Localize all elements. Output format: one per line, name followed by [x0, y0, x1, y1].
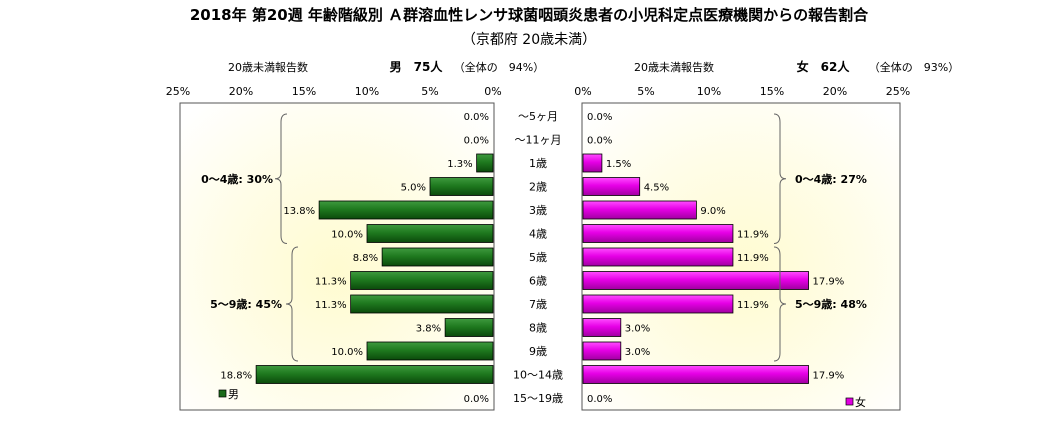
- male-value-label: 0.0%: [464, 394, 489, 405]
- left-count: 男 75人: [390, 59, 444, 74]
- female-bar: [582, 341, 622, 361]
- left-caption: 20歳未満報告数: [228, 61, 308, 74]
- category-label: 3歳: [529, 204, 547, 217]
- male-bar: [350, 271, 494, 290]
- female-group-label-0-4: 0～4歳: 27%: [795, 172, 867, 186]
- male-group-label-0-4: 0～4歳: 30%: [201, 172, 273, 186]
- female-value-label: 17.9%: [813, 371, 845, 382]
- female-bar: [582, 200, 697, 220]
- male-group-label-5-9: 5～9歳: 45%: [210, 297, 282, 311]
- female-bar: [582, 365, 809, 384]
- axis-tick-left: 5%: [421, 85, 438, 98]
- female-group-label-5-9: 5～9歳: 48%: [795, 297, 867, 311]
- chart-subtitle: （京都府 20歳未満）: [462, 32, 596, 48]
- category-label: 6歳: [529, 275, 547, 288]
- male-value-label: 5.0%: [401, 183, 426, 194]
- category-label: 8歳: [529, 322, 547, 335]
- female-value-label: 11.9%: [737, 300, 769, 311]
- category-label: 5歳: [529, 251, 547, 264]
- female-value-label: 0.0%: [587, 136, 612, 147]
- male-value-label: 11.3%: [315, 300, 347, 311]
- axis-tick-right: 20%: [823, 85, 847, 98]
- axis-tick-right: 15%: [760, 85, 784, 98]
- right-bracket-5-9: [773, 246, 787, 362]
- right-caption: 20歳未満報告数: [634, 61, 714, 74]
- axis-tick-right: 10%: [697, 85, 721, 98]
- axis-tick-left: 10%: [355, 85, 379, 98]
- male-value-label: 3.8%: [416, 324, 441, 335]
- male-bar: [366, 341, 494, 361]
- right-count: 女 62人: [797, 59, 851, 74]
- category-label: 4歳: [529, 228, 547, 241]
- male-value-label: 0.0%: [464, 112, 489, 123]
- male-bar: [255, 365, 494, 384]
- axis-tick-right: 0%: [574, 85, 591, 98]
- legend-female-swatch: [845, 397, 854, 406]
- left-share: （全体の 94%）: [454, 60, 544, 74]
- female-bar: [582, 318, 622, 337]
- female-value-label: 11.9%: [737, 230, 769, 241]
- right-bracket-0-4: [773, 113, 787, 244]
- female-value-label: 9.0%: [700, 206, 725, 217]
- category-label: ～5ヶ月: [518, 110, 558, 123]
- male-value-label: 13.8%: [283, 206, 315, 217]
- chart-title: 2018年 第20週 年齢階級別 Ａ群溶血性レンサ球菌咽頭炎患者の小児科定点医療…: [190, 6, 869, 24]
- category-label: 9歳: [529, 345, 547, 358]
- male-bar: [444, 318, 494, 337]
- axis-tick-left: 0%: [484, 85, 501, 98]
- category-label: 7歳: [529, 298, 547, 311]
- right-share: （全体の 93%）: [869, 60, 959, 74]
- axis-tick-left: 25%: [166, 85, 190, 98]
- male-bar: [366, 224, 494, 243]
- axis-tick-left: 15%: [292, 85, 316, 98]
- left-bracket-5-9: [285, 246, 299, 362]
- category-label: ～11ヶ月: [515, 134, 562, 147]
- female-bar: [582, 294, 734, 314]
- male-bar: [476, 153, 494, 173]
- female-value-label: 3.0%: [625, 347, 650, 358]
- legend-male-swatch: [218, 389, 227, 398]
- female-bar: [582, 271, 809, 290]
- category-label: 1歳: [529, 157, 547, 170]
- male-bar: [350, 294, 494, 314]
- legend-female-label: 女: [855, 395, 866, 409]
- male-value-label: 11.3%: [315, 277, 347, 288]
- female-value-label: 11.9%: [737, 253, 769, 264]
- male-value-label: 10.0%: [331, 347, 363, 358]
- category-label: 15～19歳: [513, 392, 563, 405]
- axis-tick-left: 20%: [229, 85, 253, 98]
- female-value-label: 3.0%: [625, 324, 650, 335]
- axis-tick-right: 5%: [637, 85, 654, 98]
- female-value-label: 4.5%: [644, 183, 669, 194]
- left-bracket-0-4: [274, 113, 288, 244]
- male-bar: [318, 200, 494, 220]
- female-bar: [582, 177, 641, 196]
- female-value-label: 0.0%: [587, 112, 612, 123]
- female-bar: [582, 153, 603, 173]
- male-value-label: 0.0%: [464, 136, 489, 147]
- legend-male-label: 男: [228, 388, 239, 401]
- female-value-label: 0.0%: [587, 394, 612, 405]
- male-value-label: 1.3%: [447, 159, 472, 170]
- male-value-label: 18.8%: [220, 371, 252, 382]
- male-bar: [429, 177, 494, 196]
- axis-tick-right: 25%: [886, 85, 910, 98]
- category-label: 10～14歳: [513, 369, 563, 382]
- female-value-label: 1.5%: [606, 159, 631, 170]
- female-bar: [582, 247, 734, 267]
- category-label: 2歳: [529, 181, 547, 194]
- male-value-label: 10.0%: [331, 230, 363, 241]
- male-value-label: 8.8%: [353, 253, 378, 264]
- female-bar: [582, 224, 734, 243]
- male-bar: [381, 247, 494, 267]
- female-value-label: 17.9%: [813, 277, 845, 288]
